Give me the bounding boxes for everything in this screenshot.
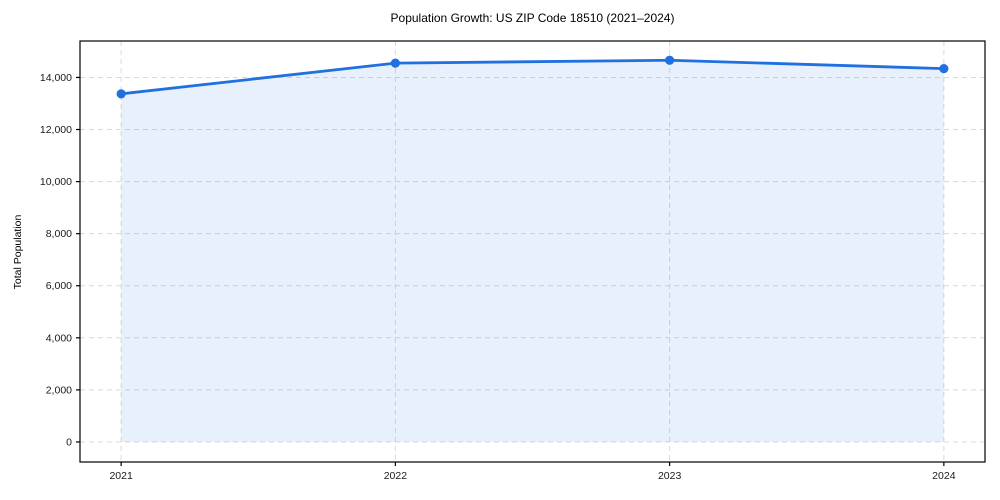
- chart-title: Population Growth: US ZIP Code 18510 (20…: [390, 11, 675, 25]
- data-point-marker: [390, 58, 400, 68]
- y-tick-label: 0: [66, 436, 72, 448]
- data-point-marker: [939, 63, 949, 74]
- x-tick-label: 2022: [384, 470, 408, 482]
- y-tick-label: 12,000: [40, 124, 72, 136]
- data-point-marker: [665, 55, 675, 65]
- data-point-marker: [116, 89, 126, 99]
- axis-frame: [79, 40, 986, 463]
- population-line: [119, 58, 946, 96]
- y-tick-label: 10,000: [40, 176, 72, 188]
- x-tick-label: 2024: [932, 470, 956, 482]
- y-tick-label: 6,000: [46, 280, 72, 292]
- y-tick-label: 14,000: [40, 72, 72, 84]
- x-tick-label: 2023: [658, 470, 682, 482]
- y-tick-label: 2,000: [46, 384, 72, 396]
- x-tick-label: 2021: [109, 470, 133, 482]
- area-fill: [121, 60, 944, 442]
- y-tick-label: 8,000: [46, 228, 72, 240]
- y-tick-label: 4,000: [46, 332, 72, 344]
